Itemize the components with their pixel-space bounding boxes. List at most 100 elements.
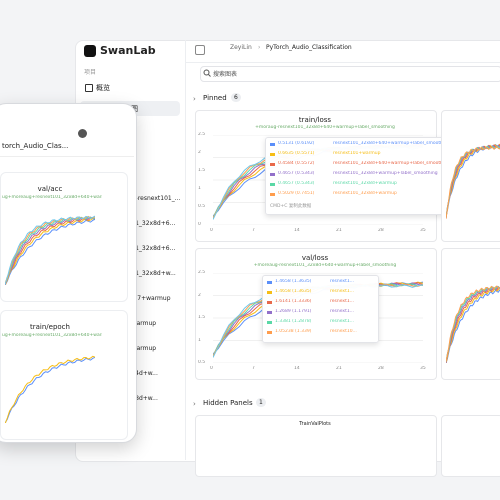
chevron[interactable]: › [193,400,196,408]
chart-line [5,217,95,285]
phone-chart-card [0,172,128,302]
experiment-name[interactable]: +resnext101_32x8d+6... [100,245,176,252]
phone-chart-legend: ug+moreaug+resnext101_32x8d+640+warmup+l… [2,333,102,338]
y-tick-label: 1 [198,337,201,343]
y-tick-label: 1.5 [198,168,206,173]
phone-divider [0,156,134,157]
y-tick-label: 1.5 [198,315,206,320]
chart-line [5,215,95,285]
pinned-count: 6 [231,93,241,102]
breadcrumb-project[interactable]: PyTorch_Audio_Classification [266,44,352,51]
y-tick-label: 1 [198,186,201,191]
experiment-name[interactable]: +resnext101_32x8d+w... [100,270,176,277]
experiment-name[interactable]: g+moreaug-resnext101_... [100,195,181,202]
phone-chart-title: val/acc [37,185,63,193]
tooltip-value: 1.4658 (1.3635) [275,279,312,284]
chart-line [446,289,500,363]
tooltip-swatch [267,331,272,334]
tooltip-value: 1.3381 (1.2878) [275,319,312,324]
tooltip-swatch [267,281,272,284]
search-box[interactable] [200,66,500,82]
project-label: 项目 [84,69,97,76]
tooltip-swatch [267,311,272,314]
phone-chart-card [0,310,128,440]
tooltip-value: 0.6635 (0.5571) [278,151,315,156]
chart-panel [441,415,500,477]
tooltip-footer: CMD+C 复制此数据 [270,204,312,209]
phone-chart-title: train/epoch [30,323,70,331]
x-tick-label: 0 [210,366,213,371]
tooltip-name: resnext101+warmup [333,151,381,156]
tooltip-value: 0.4657 (0.5343) [278,171,315,176]
tooltip-swatch [270,193,275,196]
chart-plot [446,285,500,363]
y-tick-label: 2.5 [198,270,206,275]
tooltip-name: resnext1... [330,299,354,304]
tooltip [262,275,379,343]
hidden-label: Hidden Panels [203,399,253,407]
x-tick-label: 14 [294,366,300,371]
breadcrumb-sep: › [258,44,261,51]
chart-line [5,217,95,285]
y-tick-label: 2.5 [198,132,206,137]
search-icon [203,69,211,77]
tooltip-name: resnext1... [330,319,354,324]
chevron[interactable]: › [193,95,196,103]
sidebar-toggle[interactable] [195,45,205,55]
tooltip-swatch [270,173,275,176]
tooltip-swatch [270,143,275,146]
tooltip-name: resnext101_32x8d+warmup [333,191,397,196]
tooltip-value: 1.2689 (1.1791) [275,309,312,314]
tooltip-swatch [267,291,272,294]
chart-line [446,145,500,219]
chart-panel [195,415,437,477]
phone-title: torch_Audio_Clas... [2,142,69,150]
tooltip-name: resnext101_32x8d+640+warmup+label_smooth… [333,161,450,166]
tooltip-name: resnext101_32x8d+warmup [333,181,397,186]
logo-icon [84,45,96,57]
chart-line [5,356,95,423]
pinned-label: Pinned [203,94,227,102]
chart-plot [446,143,500,219]
panel-legend: +moraug-resnext101_32x8d+640+warmup+labe… [255,125,395,130]
tooltip-value: 0.4584 (0.5572) [278,161,315,166]
nav-icon [85,84,93,92]
x-tick-label: 0 [210,228,213,233]
chart-line [5,355,95,423]
panel-title: val/loss [301,254,329,262]
chart-plot [5,215,95,285]
tooltip-swatch [267,321,272,324]
chart-line [446,287,500,363]
tooltip-value: 0.5029 (0.7451) [278,191,315,196]
x-tick-label: 21 [336,228,342,233]
x-tick-label: 7 [252,366,255,371]
panel-title: TrainValPlots [299,421,331,427]
x-tick-label: 28 [378,228,384,233]
chart-line [5,218,95,285]
phone-chart-legend: ug+moreaug+resnext101_32x8d+640+warmup+l… [2,195,102,200]
tooltip-name: resnext101_32x8d+640+warmup+label_smooth… [333,141,450,146]
x-tick-label: 28 [378,366,384,371]
hidden-count: 1 [256,398,266,407]
panel-title: train/loss [298,116,332,124]
experiment-name[interactable]: +resnext101_32x8d+6... [100,220,176,227]
tooltip-name: resnext1... [330,279,354,284]
topbar-divider [185,62,500,63]
nav-item[interactable]: 概览 [96,84,110,92]
panel-legend: +moreaug-resnext101_32x8d+640+warmup+lab… [253,263,397,268]
sidebar-divider [185,40,186,460]
tooltip-name: resnext1... [330,289,354,294]
breadcrumb-user[interactable]: ZeyiLin [230,44,252,51]
tooltip-value: 1.6141 (1.3336) [275,299,312,304]
tooltip-swatch [270,163,275,166]
tooltip-value: 0.5131 (0.6192) [278,141,315,146]
y-tick-label: 2 [198,292,201,298]
chart-panel [441,110,500,242]
tooltip-swatch [267,301,272,304]
avatar [78,129,87,138]
x-tick-label: 35 [420,366,426,371]
tooltip-swatch [270,153,275,156]
